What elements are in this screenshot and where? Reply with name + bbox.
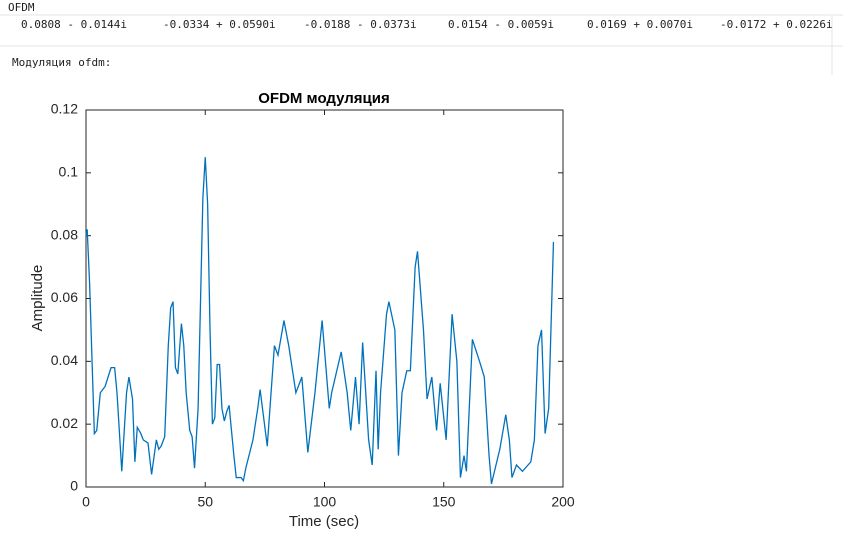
y-axis-label: Amplitude: [29, 265, 46, 332]
x-tick-label: 50: [197, 494, 213, 510]
x-axis-label: Time (sec): [289, 513, 359, 530]
complex-value: -0.0334 + 0.0590i: [163, 18, 276, 31]
x-tick-label: 150: [432, 494, 456, 510]
x-tick-label: 100: [313, 494, 337, 510]
signal-line: [85, 157, 555, 485]
y-tick-label: 0.04: [51, 352, 78, 368]
x-tick-label: 0: [82, 494, 90, 510]
complex-value: 0.0154 - 0.0059i: [448, 18, 554, 31]
complex-value: 0.0169 + 0.0070i: [587, 18, 693, 31]
complex-value: 0.0808 - 0.0144i: [21, 18, 127, 31]
y-tick-label: 0.02: [51, 415, 78, 431]
y-tick-label: 0: [70, 478, 78, 494]
chart-title: OFDM модуляция: [258, 90, 390, 107]
y-tick-label: 0.1: [59, 164, 79, 180]
complex-value: -0.0172 + 0.0226i: [720, 18, 833, 31]
y-tick-label: 0.06: [51, 289, 78, 305]
plot-area: [85, 109, 564, 488]
y-tick-label: 0.08: [51, 226, 78, 242]
y-tick-label: 0.12: [51, 101, 78, 117]
complex-value: -0.0188 - 0.0373i: [304, 18, 417, 31]
caption: Модуляция ofdm:: [12, 56, 111, 69]
output-label: OFDM: [8, 1, 35, 14]
x-tick-label: 200: [551, 494, 575, 510]
